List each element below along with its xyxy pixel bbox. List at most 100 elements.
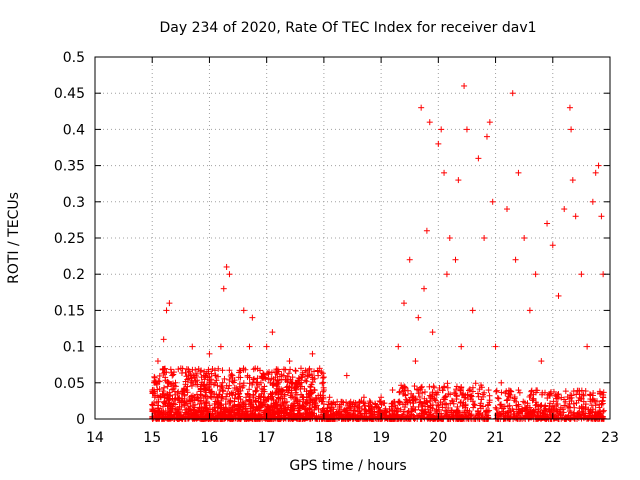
noise-point bbox=[315, 405, 322, 412]
noise-point bbox=[201, 385, 208, 392]
noise-point bbox=[465, 387, 472, 394]
x-tick-label: 19 bbox=[372, 430, 390, 446]
noise-point bbox=[460, 402, 467, 409]
noise-point bbox=[477, 402, 484, 409]
noise-point bbox=[161, 410, 168, 417]
noise-point bbox=[289, 380, 296, 387]
noise-point bbox=[409, 411, 416, 418]
x-tick-label: 22 bbox=[544, 430, 562, 446]
data-point bbox=[568, 126, 575, 133]
noise-point bbox=[287, 366, 294, 373]
noise-point bbox=[587, 398, 594, 405]
data-point bbox=[240, 307, 247, 314]
noise-point bbox=[460, 414, 467, 421]
noise-point bbox=[277, 402, 284, 409]
y-axis-title: ROTI / TECUs bbox=[6, 192, 22, 284]
noise-point bbox=[414, 386, 421, 393]
noise-point bbox=[561, 396, 568, 403]
noise-point bbox=[562, 388, 569, 395]
data-point bbox=[235, 394, 242, 401]
data-point bbox=[498, 379, 505, 386]
noise-point bbox=[293, 391, 300, 398]
noise-point bbox=[226, 382, 233, 389]
noise-point bbox=[198, 404, 205, 411]
noise-point bbox=[186, 398, 193, 405]
data-point bbox=[566, 104, 573, 111]
noise-point bbox=[597, 408, 604, 415]
noise-point bbox=[513, 402, 520, 409]
noise-point bbox=[202, 399, 209, 406]
noise-point bbox=[247, 401, 254, 408]
data-point bbox=[572, 213, 579, 220]
noise-point bbox=[453, 396, 460, 403]
noise-point bbox=[516, 389, 523, 396]
data-point bbox=[538, 358, 545, 365]
data-point bbox=[532, 271, 539, 278]
noise-point bbox=[287, 392, 294, 399]
noise-point bbox=[439, 387, 446, 394]
data-point bbox=[526, 307, 533, 314]
noise-point bbox=[175, 366, 182, 373]
data-point bbox=[269, 329, 276, 336]
noise-point bbox=[553, 395, 560, 402]
grid-lines bbox=[95, 57, 610, 419]
noise-point bbox=[419, 389, 426, 396]
data-point bbox=[343, 372, 350, 379]
noise-point bbox=[418, 384, 425, 391]
noise-point bbox=[178, 370, 185, 377]
noise-point bbox=[376, 398, 383, 405]
noise-point bbox=[574, 413, 581, 420]
noise-point bbox=[185, 375, 192, 382]
noise-point bbox=[413, 412, 420, 419]
noise-point bbox=[570, 411, 577, 418]
noise-point bbox=[244, 408, 251, 415]
noise-point bbox=[255, 405, 262, 412]
noise-point bbox=[234, 411, 241, 418]
noise-point bbox=[261, 394, 268, 401]
noise-point bbox=[444, 380, 451, 387]
noise-point bbox=[167, 408, 174, 415]
noise-point bbox=[484, 412, 491, 419]
noise-point bbox=[155, 405, 162, 412]
noise-point bbox=[198, 381, 205, 388]
data-point bbox=[177, 365, 184, 372]
noise-point bbox=[596, 411, 603, 418]
data-point bbox=[263, 343, 270, 350]
data-point bbox=[429, 329, 436, 336]
noise-point bbox=[162, 377, 169, 384]
data-point bbox=[320, 387, 327, 394]
noise-point bbox=[197, 407, 204, 414]
noise-point bbox=[396, 388, 403, 395]
data-point bbox=[378, 394, 385, 401]
noise-point bbox=[600, 389, 607, 396]
noise-point bbox=[167, 392, 174, 399]
data-point bbox=[423, 227, 430, 234]
noise-point bbox=[161, 384, 168, 391]
noise-point bbox=[187, 379, 194, 386]
noise-point bbox=[172, 379, 179, 386]
noise-point bbox=[287, 376, 294, 383]
noise-point bbox=[367, 415, 374, 422]
data-point bbox=[360, 394, 367, 401]
noise-point bbox=[224, 390, 231, 397]
data-point bbox=[584, 343, 591, 350]
noise-point bbox=[219, 384, 226, 391]
data-point bbox=[275, 387, 282, 394]
noise-point bbox=[496, 401, 503, 408]
noise-point bbox=[498, 401, 505, 408]
noise-point bbox=[395, 399, 402, 406]
noise-point bbox=[433, 406, 440, 413]
noise-point bbox=[236, 402, 243, 409]
noise-point bbox=[479, 412, 486, 419]
data-point bbox=[223, 263, 230, 270]
noise-point bbox=[244, 374, 251, 381]
noise-point bbox=[284, 383, 291, 390]
noise-point bbox=[450, 400, 457, 407]
noise-point bbox=[544, 414, 551, 421]
noise-point bbox=[423, 399, 430, 406]
noise-point bbox=[303, 388, 310, 395]
noise-point bbox=[278, 410, 285, 417]
noise-point bbox=[222, 396, 229, 403]
data-point bbox=[509, 90, 516, 97]
noise-point bbox=[457, 387, 464, 394]
